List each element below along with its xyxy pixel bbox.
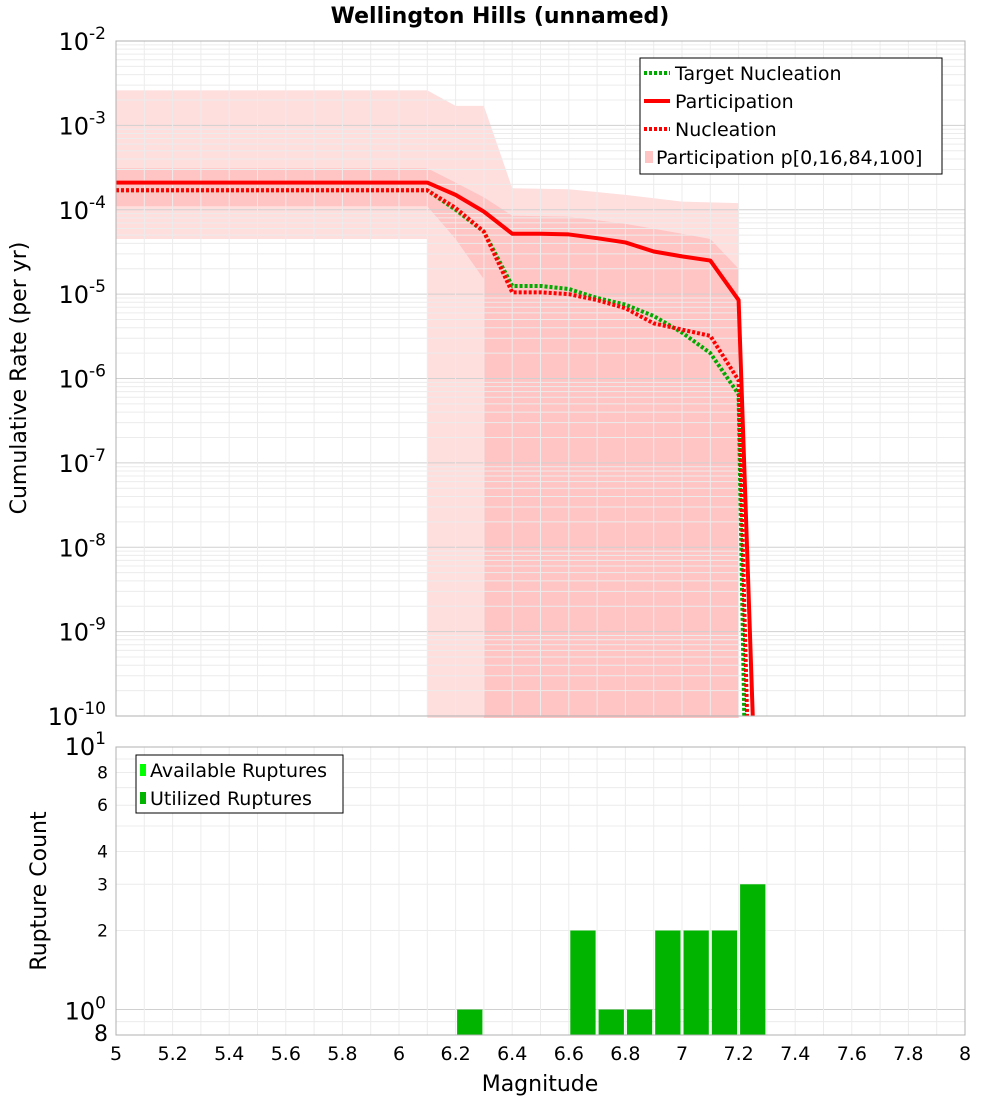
rate-lines <box>116 180 755 717</box>
chart-title: Wellington Hills (unnamed) <box>331 4 670 29</box>
bar <box>711 930 738 1035</box>
bar <box>655 930 681 1035</box>
legend-label: Target Nucleation <box>674 63 842 85</box>
rate-legend: Target Nucleation Participation Nucleation… <box>639 57 943 175</box>
rate-y-tick-label: 10-8 <box>59 530 107 562</box>
x-tick-label: 5.6 <box>271 1043 301 1065</box>
legend-swatch <box>140 792 146 804</box>
legend-swatch-band <box>645 151 653 163</box>
rate-y-ticks: 10-2 10-3 10-4 10-5 10-6 10-7 10-8 10-9 10-10 <box>48 24 106 731</box>
rupture-bars <box>457 884 766 1035</box>
rupture-y-tick-label: 2 <box>97 922 108 942</box>
rate-panel: 10-2 10-3 10-4 10-5 10-6 10-7 10-8 10-9 10-10 Cu… <box>7 24 966 731</box>
rupture-y-tick-label: 100 <box>65 994 106 1026</box>
x-ticks: 5 5.2 5.4 5.6 5.8 6 6.2 6.4 6.6 6.8 7 7.2 7.4 7.6 7.8 8 <box>110 1043 971 1065</box>
bar <box>740 884 766 1035</box>
rate-grid <box>115 40 966 717</box>
rate-y-tick-label: 10-10 <box>48 699 106 731</box>
legend-label: Available Ruptures <box>150 760 327 782</box>
rate-y-tick-label: 10-6 <box>59 362 107 394</box>
rupture-legend: Available Ruptures Utilized Ruptures <box>135 754 344 814</box>
x-tick-label: 7.2 <box>723 1043 753 1065</box>
legend-label: Nucleation <box>675 119 777 141</box>
rate-y-tick-label: 10-9 <box>59 615 107 647</box>
series-line-participation <box>116 180 755 717</box>
x-tick-label: 5.2 <box>157 1043 187 1065</box>
x-tick-label: 5.4 <box>214 1043 244 1065</box>
rupture-y-tick-label: 6 <box>97 796 108 816</box>
legend-swatch <box>140 764 146 776</box>
rate-y-tick-label: 10-4 <box>59 193 107 225</box>
bar <box>683 930 709 1035</box>
x-tick-label: 5.8 <box>327 1043 357 1065</box>
x-tick-label: 6.8 <box>610 1043 640 1065</box>
rupture-plot-frame <box>115 746 966 1036</box>
rupture-y-axis-label: Rupture Count <box>27 811 52 971</box>
rupture-y-tick-label: 8 <box>97 763 108 783</box>
rate-y-axis-label: Cumulative Rate (per yr) <box>7 242 32 515</box>
rupture-y-tick-label: 3 <box>97 875 108 895</box>
series-line-nucleation <box>116 188 750 717</box>
rupture-y-tick-label: 8 <box>94 1022 108 1047</box>
rate-plot-frame <box>115 40 966 717</box>
rupture-y-tick-label: 4 <box>97 842 108 862</box>
x-tick-label: 6 <box>393 1043 405 1065</box>
x-axis-label: Magnitude <box>482 1072 599 1097</box>
legend-label: Utilized Ruptures <box>150 788 312 810</box>
rate-y-tick-label: 10-7 <box>59 446 107 478</box>
legend-label: Participation p[0,16,84,100] <box>656 147 922 169</box>
rate-y-tick-label: 10-3 <box>59 108 107 140</box>
x-tick-label: 7.8 <box>893 1043 923 1065</box>
x-tick-label: 7.6 <box>837 1043 867 1065</box>
x-tick-label: 6.2 <box>440 1043 470 1065</box>
x-tick-label: 8 <box>959 1043 971 1065</box>
bar <box>626 1009 653 1035</box>
x-tick-label: 7 <box>676 1043 688 1065</box>
bar <box>598 1009 624 1035</box>
rupture-y-tick-label: 101 <box>65 729 106 761</box>
legend-label: Participation <box>675 91 794 113</box>
x-tick-label: 6.4 <box>497 1043 527 1065</box>
x-tick-label: 5 <box>110 1043 122 1065</box>
rupture-legend-box <box>135 754 344 814</box>
bar <box>457 1009 483 1035</box>
bar <box>570 930 596 1035</box>
x-tick-label: 6.6 <box>554 1043 584 1065</box>
x-tick-label: 7.4 <box>780 1043 810 1065</box>
rate-legend-box <box>639 57 943 175</box>
rate-y-tick-label: 10-2 <box>59 24 107 56</box>
rate-y-tick-label: 10-5 <box>59 277 107 309</box>
